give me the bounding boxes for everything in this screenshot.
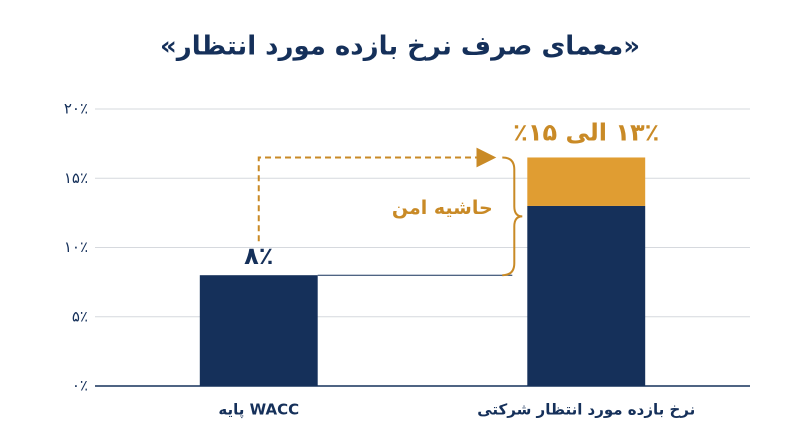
value-label: ۸٪ [244, 242, 273, 270]
brace [502, 156, 523, 277]
y-tick-label: ۲۰٪ [64, 100, 88, 118]
y-tick-label: ۱۵٪ [64, 169, 88, 187]
bar [199, 275, 318, 386]
y-tick-label: ۱۰٪ [64, 238, 88, 256]
annotation: ۱۳٪ الی ۱۵٪ [513, 118, 659, 146]
x-tick-label: WACC پایه [218, 401, 299, 420]
y-tick-label: ۰٪ [72, 377, 88, 395]
chart-title: «معمای صرف نرخ بازده مورد انتظار» [160, 32, 640, 62]
bar [527, 157, 646, 206]
x-tick-label: نرخ بازده مورد انتظار شرکتی [477, 401, 695, 419]
bar [527, 205, 646, 386]
dashed-arrow [257, 147, 497, 242]
y-tick-label: ۵٪ [72, 307, 88, 325]
annotation: حاشیه امن [392, 197, 493, 219]
